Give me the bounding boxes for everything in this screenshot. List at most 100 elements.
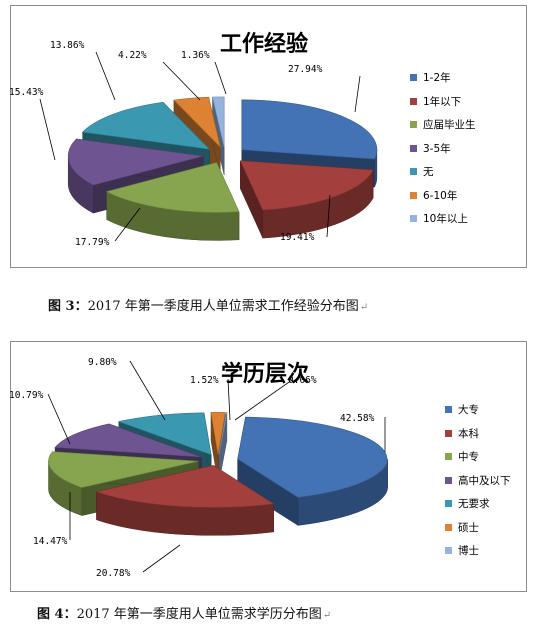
leader-line xyxy=(142,544,181,573)
legend-item: 博士 xyxy=(445,539,511,563)
legend-swatch-icon xyxy=(410,215,417,223)
pie-slice-top xyxy=(95,465,275,508)
legend-swatch-icon xyxy=(410,74,417,82)
pie-slice-top xyxy=(48,451,199,488)
pie-chart-1 xyxy=(67,96,378,241)
legend-item: 大专 xyxy=(445,398,511,422)
pie-slice-top xyxy=(237,416,388,498)
legend-item: 1-2年 xyxy=(410,66,476,90)
experience-chart-legend: 1-2年 1年以下应届毕业生 3-5年无 6-10年 10年以上 xyxy=(410,66,476,231)
legend-swatch-icon xyxy=(445,429,452,437)
legend-item: 中专 xyxy=(445,445,511,469)
leader-line xyxy=(129,360,166,421)
legend-label: 大专 xyxy=(458,404,479,417)
pie-slice xyxy=(212,96,225,175)
pie-slice-top xyxy=(239,160,374,211)
legend-label: 1-2年 xyxy=(423,72,451,85)
leader-line xyxy=(95,51,116,101)
legend-label: 硕士 xyxy=(458,521,479,534)
legend-label: 10年以上 xyxy=(423,213,468,226)
leader-line xyxy=(354,75,361,113)
pie-slice-top xyxy=(241,99,378,160)
legend-label: 无 xyxy=(423,166,434,179)
legend-swatch-icon xyxy=(445,500,452,508)
pie-slice xyxy=(105,162,240,241)
leader-line xyxy=(39,98,56,161)
legend-swatch-icon xyxy=(410,121,417,129)
legend-item: 硕士 xyxy=(445,516,511,540)
leader-line xyxy=(214,61,227,95)
pie-slice-top xyxy=(218,412,228,455)
legend-item: 6-10年 xyxy=(410,184,476,208)
legend-label: 高中及以下 xyxy=(458,474,511,487)
legend-item: 本科 xyxy=(445,422,511,446)
legend-swatch-icon xyxy=(410,144,417,152)
legend-label: 无要求 xyxy=(458,498,490,511)
pie-slice xyxy=(237,416,388,526)
legend-item: 高中及以下 xyxy=(445,469,511,493)
figure-4-label: 图 4： xyxy=(37,607,77,622)
legend-item: 10年以上 xyxy=(410,207,476,231)
figure-3-caption: 图 3：2017 年第一季度用人单位需求工作经验分布图↵ xyxy=(48,295,368,314)
figure-3-text: 2017 年第一季度用人单位需求工作经验分布图 xyxy=(87,299,359,314)
data-label: 10.79% xyxy=(9,390,44,401)
data-label: 27.94% xyxy=(288,64,323,75)
data-label: 15.43% xyxy=(9,87,44,98)
legend-label: 3-5年 xyxy=(423,142,451,155)
legend-swatch-icon xyxy=(410,168,417,176)
education-chart-legend: 大专本科中专高中及以下无要求硕士博士 xyxy=(445,398,511,563)
experience-chart-title: 工作经验 xyxy=(220,31,309,57)
leader-line xyxy=(227,378,231,421)
data-label: 1.36% xyxy=(181,50,210,61)
data-label: 4.22% xyxy=(118,50,147,61)
legend-label: 应届毕业生 xyxy=(423,119,476,132)
legend-label: 1年以下 xyxy=(423,95,462,108)
leader-line xyxy=(234,379,293,421)
figure-4-text: 2017 年第一季度用人单位需求学历分布图 xyxy=(76,607,322,622)
leader-line xyxy=(47,393,71,445)
legend-swatch-icon xyxy=(445,453,452,461)
legend-item: 无 xyxy=(410,160,476,184)
data-label: 14.47% xyxy=(33,536,68,547)
legend-item: 应届毕业生 xyxy=(410,113,476,137)
pie-slice-top xyxy=(117,412,212,456)
figure-4-caption: 图 4：2017 年第一季度用人单位需求学历分布图↵ xyxy=(37,603,331,622)
leader-line xyxy=(114,207,141,242)
legend-swatch-icon xyxy=(445,406,452,414)
legend-item: 1年以下 xyxy=(410,90,476,114)
pie-chart-2 xyxy=(48,412,388,536)
data-label: 1.52% xyxy=(190,375,219,386)
legend-swatch-icon xyxy=(445,476,452,484)
legend-label: 6-10年 xyxy=(423,189,458,202)
education-chart-title: 学历层次 xyxy=(221,361,310,387)
legend-swatch-icon xyxy=(410,191,417,199)
paragraph-mark-icon: ↵ xyxy=(359,302,369,313)
data-label: 0.06% xyxy=(288,375,317,386)
pie-slice-top xyxy=(81,101,211,150)
legend-item: 3-5年 xyxy=(410,137,476,161)
pie-slice-top xyxy=(54,423,202,458)
pie-slice-top xyxy=(212,96,225,147)
legend-swatch-icon xyxy=(410,97,417,105)
legend-swatch-icon xyxy=(445,547,452,555)
pie-slice xyxy=(95,464,275,536)
data-label: 19.41% xyxy=(280,232,315,243)
pie-slice-top xyxy=(67,138,204,186)
paragraph-mark-icon: ↵ xyxy=(322,610,332,621)
pie-slice-top xyxy=(173,96,221,148)
leader-line xyxy=(326,194,331,238)
pie-slice-top xyxy=(105,162,240,213)
legend-label: 博士 xyxy=(458,545,479,558)
data-label: 17.79% xyxy=(75,237,110,248)
pie-slice-top xyxy=(210,412,226,455)
figure-3-label: 图 3： xyxy=(48,299,88,314)
legend-label: 本科 xyxy=(458,427,479,440)
legend-label: 中专 xyxy=(458,451,479,464)
data-label: 42.58% xyxy=(340,413,375,424)
data-label: 13.86% xyxy=(50,40,85,51)
data-label: 9.80% xyxy=(88,357,117,368)
pie-slice xyxy=(239,160,374,239)
leader-line xyxy=(162,61,201,101)
legend-swatch-icon xyxy=(445,523,452,531)
